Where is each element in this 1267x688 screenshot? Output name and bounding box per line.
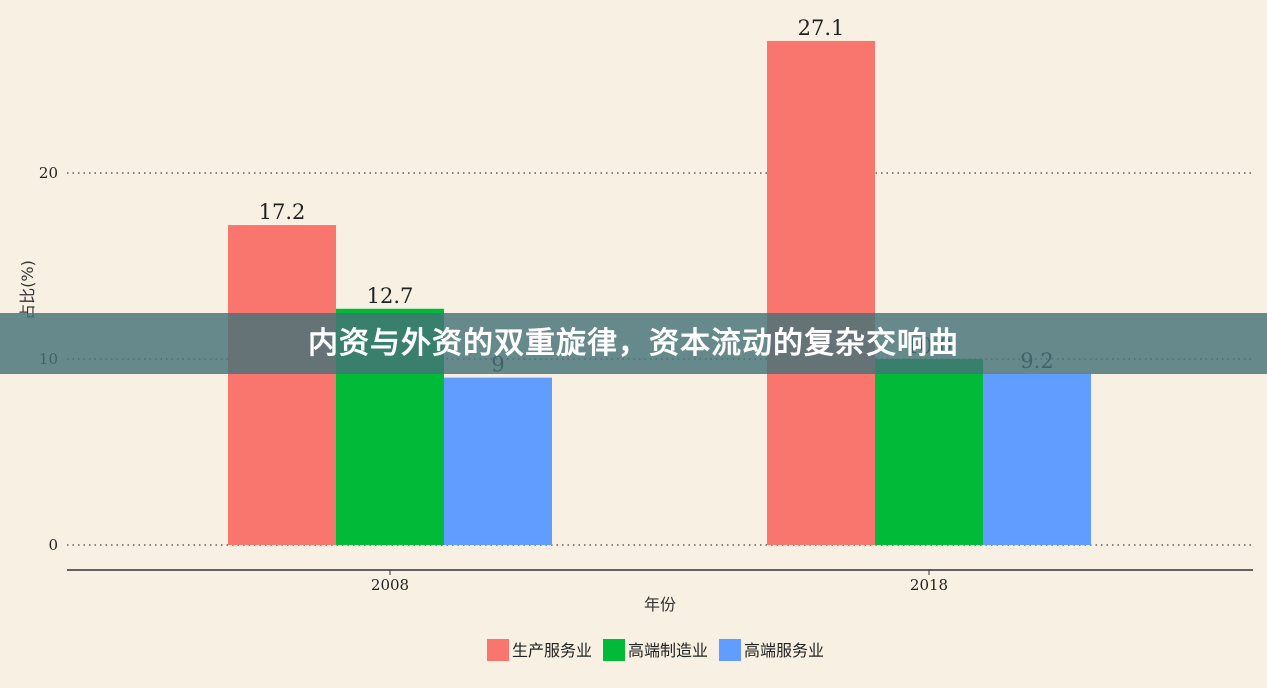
x-tick-label: 2018 — [910, 576, 948, 594]
bar — [228, 225, 336, 545]
legend-swatch — [719, 639, 741, 661]
title-banner: 内资与外资的双重旋律，资本流动的复杂交响曲 — [0, 313, 1267, 374]
y-tick-label: 20 — [39, 164, 58, 182]
legend-label: 生产服务业 — [512, 641, 592, 660]
legend-label: 高端制造业 — [628, 641, 708, 660]
chart-title: 内资与外资的双重旋律，资本流动的复杂交响曲 — [308, 326, 959, 361]
x-axis-title: 年份 — [644, 595, 676, 614]
legend-label: 高端服务业 — [744, 641, 824, 660]
data-label: 12.7 — [367, 284, 414, 308]
bar — [767, 40, 875, 545]
legend: 生产服务业 高端制造业 高端服务业 — [487, 639, 824, 661]
x-axis-ticks: 2008 2018 — [371, 570, 948, 594]
y-axis-title: 占比(%) — [18, 260, 37, 320]
legend-swatch — [603, 639, 625, 661]
bar — [983, 373, 1091, 545]
y-tick-label: 0 — [48, 536, 58, 554]
bar — [444, 377, 552, 545]
bar — [875, 359, 983, 545]
data-label: 27.1 — [798, 16, 845, 40]
x-tick-label: 2008 — [371, 576, 409, 594]
data-label: 17.2 — [259, 200, 306, 224]
bars — [228, 40, 1091, 545]
legend-swatch — [487, 639, 509, 661]
